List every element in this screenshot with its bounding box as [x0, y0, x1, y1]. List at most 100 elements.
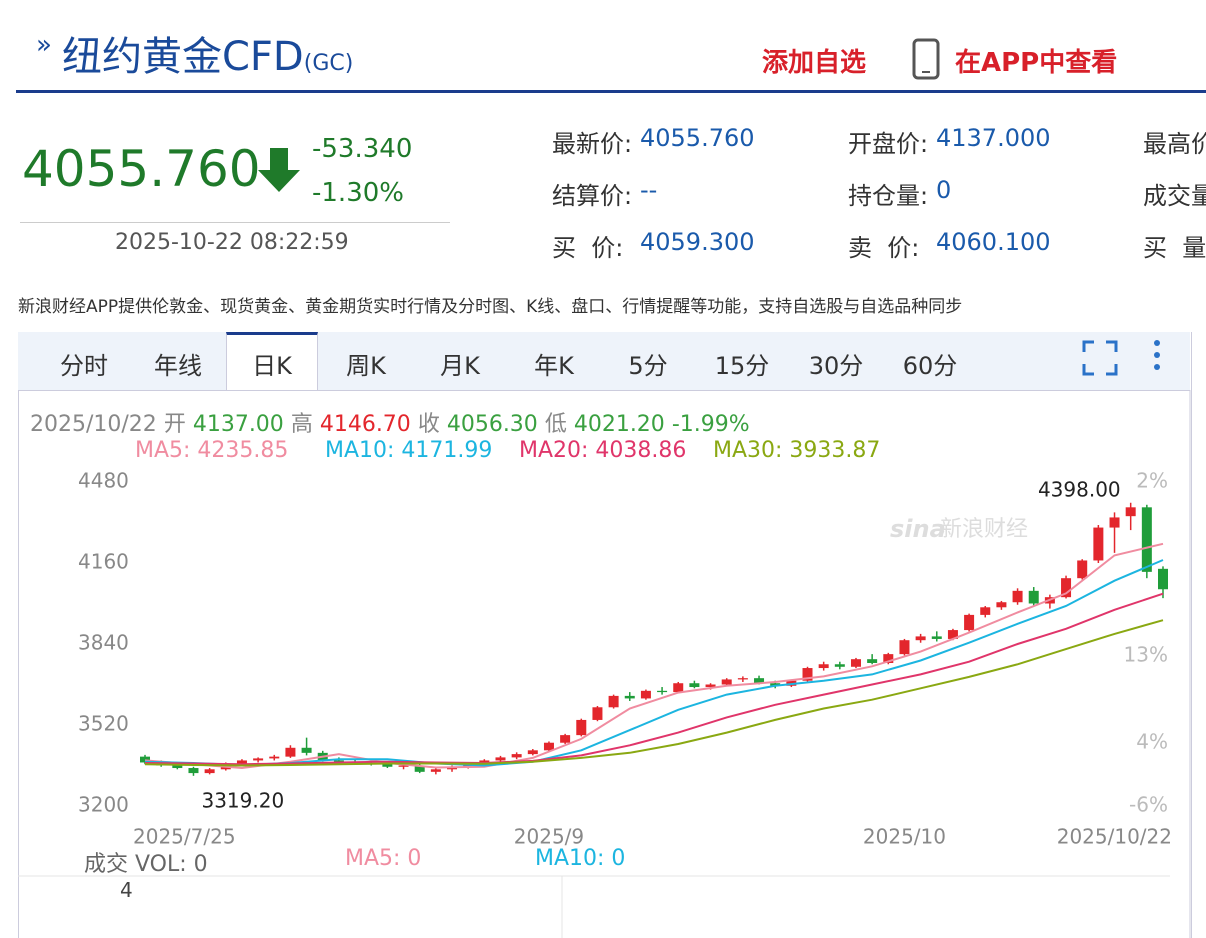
candle-body	[188, 768, 199, 774]
add-watch[interactable]: 添加自选	[762, 48, 867, 78]
price: 4055.760	[22, 140, 261, 198]
tab[interactable]: 年K	[534, 352, 574, 380]
y-tick-label: 4160	[78, 550, 129, 574]
ma-line	[144, 542, 1164, 770]
candle-body	[980, 607, 991, 615]
phone-icon	[912, 38, 940, 80]
right-axis-label: 2%	[1136, 469, 1168, 493]
vol-ma5: MA5: 0	[345, 846, 422, 871]
title-text: 纽约黄金CFD	[62, 34, 304, 80]
time: 2025-10-22 08:22:59	[115, 230, 349, 255]
candle-body	[931, 636, 942, 639]
candle-body	[770, 683, 781, 686]
candle-body	[1093, 527, 1104, 561]
field-value: 4055.760	[640, 124, 755, 152]
candle-body	[947, 630, 958, 639]
min-label: 3319.20	[201, 788, 284, 812]
title: 纽约黄金CFD(GC)	[62, 24, 353, 82]
ohlc-high: 4146.70	[319, 412, 411, 437]
candle-body	[495, 757, 506, 761]
tab[interactable]: 30分	[808, 352, 864, 380]
header-rule	[16, 90, 1206, 93]
field-label: 持仓量:	[848, 182, 929, 210]
field-value: 4137.000	[936, 124, 1051, 152]
ma-legend-item: MA30: 3933.87	[713, 438, 881, 463]
candle-body	[1077, 560, 1088, 579]
candle-body	[285, 747, 296, 757]
vol-ma10: MA10: 0	[535, 846, 626, 871]
candle-body	[1158, 568, 1168, 590]
max-label: 4398.00	[1038, 477, 1121, 501]
x-tick-label: 2025/10/22	[1057, 825, 1172, 849]
candle-body	[333, 760, 344, 762]
vol-label: 成交	[84, 852, 129, 877]
tab[interactable]: 年线	[154, 352, 202, 380]
candle-body	[640, 690, 651, 699]
candle-body	[867, 659, 878, 663]
candle-body	[624, 695, 635, 699]
candle-body	[915, 636, 926, 641]
ohlc-close: 4056.30	[446, 412, 538, 437]
field-value: 4059.300	[640, 228, 755, 256]
candle-body	[737, 678, 748, 680]
candle-body	[1028, 590, 1039, 604]
tab[interactable]: 15分	[714, 352, 770, 380]
candle-body	[834, 664, 845, 667]
candle-body	[689, 683, 700, 688]
field-label: 最新价:	[552, 130, 633, 158]
ma-legend-item: MA10: 4171.99	[325, 438, 493, 463]
candle-body	[560, 735, 571, 743]
watermark-name: 新浪财经	[940, 517, 1028, 542]
candle-body	[236, 760, 247, 764]
candle-body	[172, 765, 183, 769]
ohlc-open: 4137.00	[192, 412, 284, 437]
tab[interactable]: 分时	[60, 352, 108, 380]
right-axis-label: -6%	[1129, 793, 1168, 817]
candle-body	[1061, 578, 1072, 598]
x-tick-label: 2025/10	[863, 825, 946, 849]
ohlc-high-label: 高	[290, 412, 313, 437]
watermark-logo: sina	[890, 515, 946, 543]
candle-body	[576, 719, 587, 736]
ohlc-line: 2025/10/22 开 4137.00 高 4146.70 收 4056.30…	[30, 406, 750, 438]
candle-body	[673, 683, 684, 693]
fullscreen-icon[interactable]	[1082, 340, 1118, 376]
change-pct: -1.30%	[312, 178, 404, 208]
chart-panel	[18, 332, 1192, 938]
tab[interactable]: 周K	[346, 352, 386, 380]
tab[interactable]: 日K	[252, 352, 292, 380]
volume-row: 成交 VOL: 0	[84, 846, 208, 878]
promo: 新浪财经APP提供伦敦金、现货黄金、黄金期货实时行情及分时图、K线、盘口、行情提…	[18, 297, 963, 317]
ma-line	[144, 592, 1164, 766]
view-app[interactable]: 在APP中查看	[955, 48, 1118, 78]
candle-body	[1141, 507, 1152, 572]
change: -53.340	[312, 134, 413, 164]
candle-body	[657, 690, 668, 693]
tab[interactable]: 5分	[628, 352, 668, 380]
tab[interactable]: 月K	[440, 352, 480, 380]
x-tick-label: 2025/7/25	[133, 825, 236, 849]
ma-line	[144, 559, 1164, 767]
candle-body	[511, 754, 522, 758]
candle-body	[430, 769, 441, 772]
y-tick-label: 3840	[78, 631, 129, 655]
ohlc-date: 2025/10/22	[30, 412, 157, 437]
more-icon[interactable]	[1150, 338, 1164, 374]
chevron: »	[36, 30, 52, 60]
field-label: 最高价	[1143, 130, 1206, 158]
candle-body	[721, 679, 732, 685]
candle-body	[479, 760, 490, 764]
candle-body	[414, 765, 425, 772]
candle-body	[543, 742, 554, 751]
candle-body	[754, 678, 765, 684]
candle-body	[204, 769, 215, 774]
y-tick-label: 3200	[78, 793, 129, 817]
field-value: 4060.100	[936, 228, 1051, 256]
candle-body	[883, 654, 894, 663]
ma-line	[144, 619, 1164, 767]
vol: VOL: 0	[135, 852, 208, 877]
ohlc-open-label: 开	[163, 412, 186, 437]
tab[interactable]: 60分	[902, 352, 958, 380]
candle-body	[253, 758, 264, 761]
